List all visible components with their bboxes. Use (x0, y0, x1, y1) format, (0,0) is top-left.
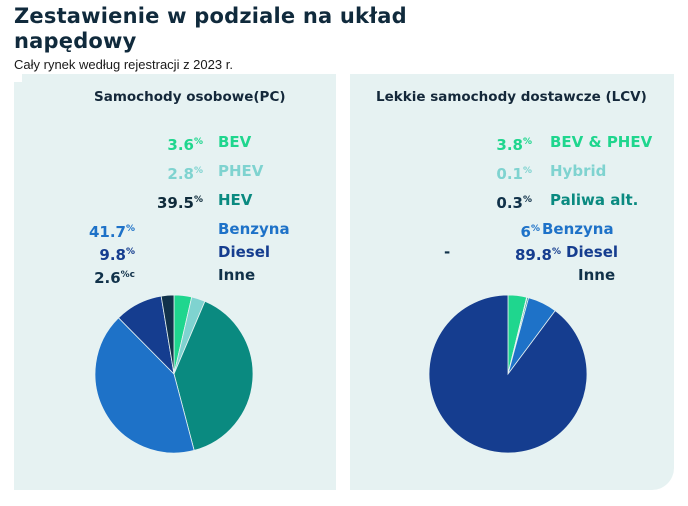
page-subtitle: Cały rynek według rejestracji z 2023 r. (14, 57, 233, 72)
pc-value-unit: % (193, 137, 203, 147)
pc-value-number: 3.6 (167, 136, 194, 154)
pc-value-1: 2.8% (167, 162, 203, 183)
lcv-value-3: 6% (521, 220, 540, 241)
lcv-value-unit: % (522, 137, 532, 147)
lcv-label-1: Hybrid (550, 162, 607, 180)
lcv-label-5: Inne (578, 266, 616, 284)
pc-value-4: 9.8% (99, 243, 135, 264)
pc-value-number: 41.7 (88, 223, 126, 241)
pc-label-3: Benzyna (218, 220, 290, 238)
lcv-label-3: Benzyna (542, 220, 614, 238)
lcv-value-number: 0.1 (496, 165, 523, 183)
lcv-pie-chart (428, 294, 588, 454)
pc-value-number: 2.8 (167, 165, 194, 183)
page-title: Zestawienie w podziale na układ napędowy (14, 4, 407, 53)
pc-value-unit: % (193, 195, 203, 205)
lcv-label-2: Paliwa alt. (550, 191, 639, 209)
lcv-value-number: 89.8 (514, 246, 552, 264)
lcv-value-number: 6 (520, 223, 531, 241)
pc-slice-inne (160, 294, 175, 375)
pc-value-unit: % (125, 224, 135, 234)
pc-value-0: 3.6% (167, 133, 203, 154)
pc-value-5: 2.6%c (94, 266, 135, 287)
pc-value-unit: % (193, 166, 203, 176)
pc-slice-benzyna (94, 317, 195, 454)
pc-heading: Samochody osobowe(PC) (94, 89, 286, 105)
lcv-value-4: 89.8% (515, 243, 561, 264)
lcv-heading: Lekkie samochody dostawcze (LCV) (376, 89, 647, 105)
lcv-value-2: 0.3% (496, 191, 532, 212)
lcv-value-unit: % (530, 224, 540, 234)
lcv-value-unit: % (522, 166, 532, 176)
pc-label-5: Inne (218, 266, 256, 284)
pc-value-unit: % (125, 247, 135, 257)
pc-value-3: 41.7% (89, 220, 135, 241)
lcv-value-unit: % (551, 247, 561, 257)
pc-slice-hev (173, 300, 254, 451)
lcv-value-unit: % (522, 195, 532, 205)
pc-value-2: 39.5% (157, 191, 203, 212)
pc-label-1: PHEV (218, 162, 264, 180)
pc-label-0: BEV (218, 133, 252, 151)
lcv-value-0: 3.8% (496, 133, 532, 154)
pc-value-number: 9.8 (99, 246, 126, 264)
pc-label-4: Diesel (218, 243, 271, 261)
pc-label-2: HEV (218, 191, 253, 209)
lcv-label-0: BEV & PHEV (550, 133, 653, 151)
lcv-dash: - (444, 243, 451, 261)
lcv-slice-diesel (428, 294, 588, 454)
lcv-value-number: 3.8 (496, 136, 523, 154)
pc-pie-chart (94, 294, 254, 454)
lcv-value-number: 0.3 (496, 194, 523, 212)
pc-value-number: 39.5 (156, 194, 194, 212)
pc-value-unit: %c (120, 270, 135, 280)
lcv-value-1: 0.1% (496, 162, 532, 183)
pc-value-number: 2.6 (94, 269, 121, 287)
lcv-label-4: Diesel (566, 243, 619, 261)
